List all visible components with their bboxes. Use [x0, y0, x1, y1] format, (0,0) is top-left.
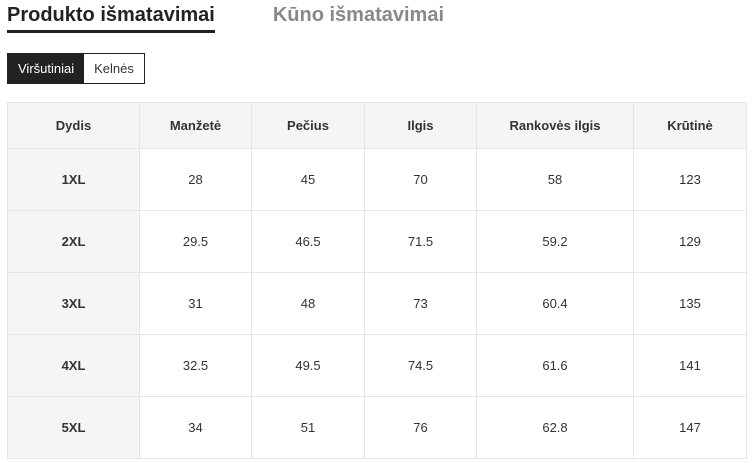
measurement-cell: 45: [251, 148, 365, 211]
measurement-cell: 141: [633, 334, 747, 397]
measurement-cell: 70: [364, 148, 477, 211]
measurement-cell: 62.8: [476, 396, 634, 459]
size-cell: 2XL: [7, 210, 140, 273]
measurement-cell: 71.5: [364, 210, 477, 273]
measurement-cell: 49.5: [251, 334, 365, 397]
table-row: 5XL 34 51 76 62.8 147: [7, 396, 747, 459]
size-cell: 4XL: [7, 334, 140, 397]
measurement-cell: 73: [364, 272, 477, 335]
measurement-cell: 60.4: [476, 272, 634, 335]
column-header: Dydis: [7, 102, 140, 149]
measurement-cell: 29.5: [139, 210, 252, 273]
table-header-row: Dydis Manžetė Pečius Ilgis Rankovės ilgis Krū…: [7, 102, 747, 149]
category-pants-button[interactable]: Kelnės: [84, 54, 144, 83]
size-cell: 5XL: [7, 396, 140, 459]
measurement-cell: 129: [633, 210, 747, 273]
table-row: 3XL 31 48 73 60.4 135: [7, 272, 747, 335]
category-toggle: Viršutiniai Kelnės: [7, 53, 145, 84]
measurement-cell: 48: [251, 272, 365, 335]
size-cell: 1XL: [7, 148, 140, 211]
category-tops-button[interactable]: Viršutiniai: [8, 54, 85, 83]
size-table: Dydis Manžetė Pečius Ilgis Rankovės ilgis Krū…: [7, 102, 747, 459]
measurement-cell: 28: [139, 148, 252, 211]
measurement-tabs: Produkto išmatavimai Kūno išmatavimai: [7, 4, 444, 33]
measurement-cell: 32.5: [139, 334, 252, 397]
table-row: 2XL 29.5 46.5 71.5 59.2 129: [7, 210, 747, 273]
column-header: Krūtinė: [633, 102, 747, 149]
column-header: Rankovės ilgis: [476, 102, 634, 149]
measurement-cell: 51: [251, 396, 365, 459]
measurement-cell: 59.2: [476, 210, 634, 273]
column-header: Pečius: [251, 102, 365, 149]
measurement-cell: 76: [364, 396, 477, 459]
measurement-cell: 135: [633, 272, 747, 335]
measurement-cell: 123: [633, 148, 747, 211]
measurement-cell: 74.5: [364, 334, 477, 397]
column-header: Manžetė: [139, 102, 252, 149]
column-header: Ilgis: [364, 102, 477, 149]
measurement-cell: 61.6: [476, 334, 634, 397]
measurement-cell: 147: [633, 396, 747, 459]
measurement-cell: 46.5: [251, 210, 365, 273]
measurement-cell: 31: [139, 272, 252, 335]
measurement-cell: 34: [139, 396, 252, 459]
table-row: 4XL 32.5 49.5 74.5 61.6 141: [7, 334, 747, 397]
table-row: 1XL 28 45 70 58 123: [7, 148, 747, 211]
measurement-cell: 58: [476, 148, 634, 211]
tab-body-measurements[interactable]: Kūno išmatavimai: [272, 4, 445, 26]
size-cell: 3XL: [7, 272, 140, 335]
tab-product-measurements[interactable]: Produkto išmatavimai: [7, 4, 215, 33]
